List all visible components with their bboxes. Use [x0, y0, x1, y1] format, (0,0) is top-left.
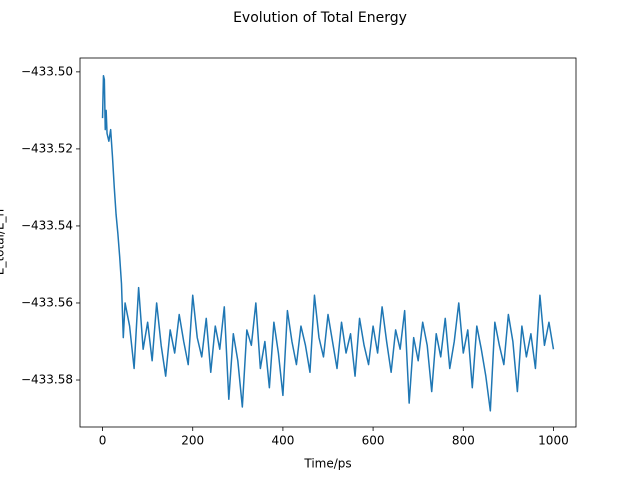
- x-tick-label: 200: [181, 434, 204, 448]
- chart-title: Evolution of Total Energy: [233, 10, 407, 26]
- data-line: [101, 74, 555, 412]
- y-tick-label: −433.52: [21, 141, 73, 155]
- y-tick-label: −433.54: [21, 218, 73, 232]
- x-tick-label: 1000: [538, 434, 569, 448]
- y-tick-label: −433.56: [21, 295, 73, 309]
- x-tick-label: 600: [362, 434, 385, 448]
- x-tick-label: 0: [99, 434, 107, 448]
- y-axis-label: E_total/E_h: [0, 209, 7, 275]
- y-tick-label: −433.50: [21, 64, 73, 78]
- x-axis-label: Time/ps: [303, 457, 351, 471]
- x-tick-label: 800: [452, 434, 475, 448]
- x-tick-label: 400: [271, 434, 294, 448]
- y-tick-label: −433.58: [21, 373, 73, 387]
- plot-area: [79, 57, 577, 428]
